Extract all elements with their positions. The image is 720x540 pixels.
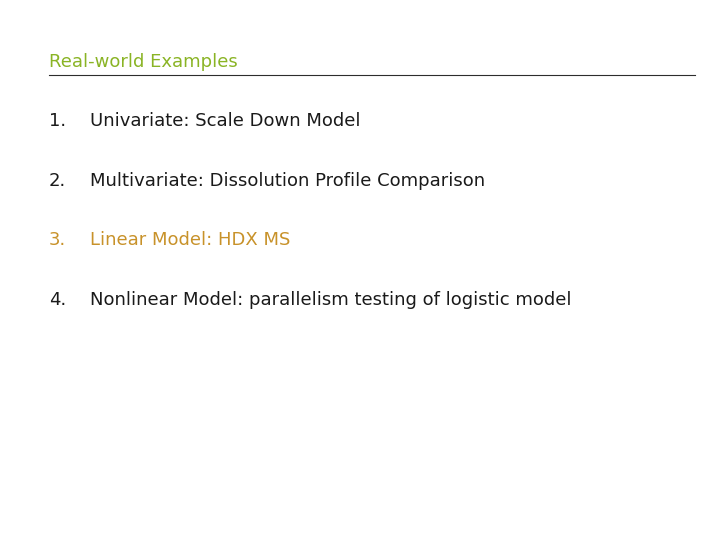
Text: |: | xyxy=(680,516,683,525)
Text: 4.: 4. xyxy=(49,291,66,309)
Text: Multivariate: Dissolution Profile Comparison: Multivariate: Dissolution Profile Compar… xyxy=(90,172,485,190)
Text: abbvie: abbvie xyxy=(20,514,65,527)
Text: 22: 22 xyxy=(695,516,706,525)
Text: 1.: 1. xyxy=(49,112,66,131)
Text: Linear Model: HDX MS: Linear Model: HDX MS xyxy=(90,231,290,249)
Text: 2.: 2. xyxy=(49,172,66,190)
Text: Process Comparison | May 2018 | MBSW Meeting: Process Comparison | May 2018 | MBSW Mee… xyxy=(500,516,706,525)
Text: Real-world Examples: Real-world Examples xyxy=(49,53,238,71)
Text: Nonlinear Model: parallelism testing of logistic model: Nonlinear Model: parallelism testing of … xyxy=(90,291,572,309)
Text: 3.: 3. xyxy=(49,231,66,249)
Text: Univariate: Scale Down Model: Univariate: Scale Down Model xyxy=(90,112,361,131)
